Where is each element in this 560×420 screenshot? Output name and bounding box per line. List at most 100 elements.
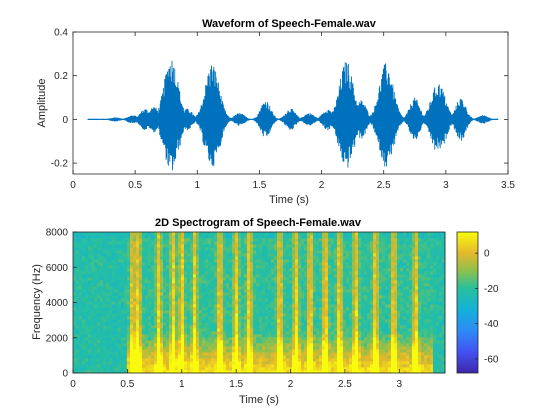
- spectrogram-cell: [379, 238, 383, 242]
- spectrogram-cell: [373, 340, 377, 344]
- spectrogram-cell: [169, 331, 173, 335]
- spectrogram-cell: [157, 355, 161, 359]
- spectrogram-cell: [262, 319, 266, 323]
- spectrogram-cell: [367, 286, 371, 290]
- spectrogram-cell: [112, 271, 116, 275]
- spectrogram-cell: [211, 352, 215, 356]
- spectrogram-cell: [385, 274, 389, 278]
- spectrogram-cell: [322, 277, 326, 281]
- spectrogram-cell: [94, 307, 98, 311]
- spectrogram-cell: [220, 340, 224, 344]
- spectrogram-cell: [223, 277, 227, 281]
- spectrogram-cell: [274, 244, 278, 248]
- spectrogram-cell: [376, 250, 380, 254]
- spectrogram-cell: [223, 283, 227, 287]
- spectrogram-cell: [370, 346, 374, 350]
- spectrogram-cell: [166, 244, 170, 248]
- spectrogram-cell: [346, 346, 350, 350]
- spectrogram-cell: [283, 292, 287, 296]
- spectrogram-cell: [139, 325, 143, 329]
- spectrogram-cell: [346, 364, 350, 368]
- spectrogram-cell: [358, 250, 362, 254]
- spectrogram-cell: [157, 274, 161, 278]
- spectrogram-cell: [115, 361, 119, 365]
- spectrogram-cell: [166, 283, 170, 287]
- spectrogram-cell: [376, 235, 380, 239]
- spectrogram-cell: [340, 313, 344, 317]
- spectrogram-cell: [316, 301, 320, 305]
- spectrogram-cell: [91, 256, 95, 260]
- spectrogram-cell: [145, 328, 149, 332]
- spectrogram-cell: [238, 322, 242, 326]
- spectrogram-cell: [295, 247, 299, 251]
- spectrogram-cell: [364, 349, 368, 353]
- spectrogram-cell: [289, 358, 293, 362]
- spectrogram-cell: [334, 331, 338, 335]
- spectrogram-cell: [367, 343, 371, 347]
- spectrogram-cell: [325, 316, 329, 320]
- spectrogram-cell: [139, 328, 143, 332]
- spectrogram-cell: [106, 271, 110, 275]
- spectrogram-cell: [304, 241, 308, 245]
- spectrogram-cell: [376, 289, 380, 293]
- spectrogram-cell: [115, 322, 119, 326]
- spectrogram-cell: [334, 250, 338, 254]
- spectrogram-cell: [364, 265, 368, 269]
- spectrogram-cell: [355, 313, 359, 317]
- spectrogram-cell: [322, 298, 326, 302]
- spectrogram-cell: [331, 247, 335, 251]
- spectrogram-cell: [364, 238, 368, 242]
- spectrogram-cell: [355, 286, 359, 290]
- spectrogram-cell: [223, 268, 227, 272]
- spectrogram-cell: [370, 370, 374, 374]
- spectrogram-cell: [319, 256, 323, 260]
- spectrogram-cell: [373, 334, 377, 338]
- spectrogram-cell: [349, 256, 353, 260]
- spectrogram-cell: [382, 355, 386, 359]
- spectrogram-cell: [220, 334, 224, 338]
- spectrogram-cell: [199, 319, 203, 323]
- spectrogram-cell: [352, 283, 356, 287]
- spectrogram-cell: [184, 262, 188, 266]
- spectrogram-cell: [346, 244, 350, 248]
- spectrogram-cell: [205, 361, 209, 365]
- spectrogram-cell: [88, 256, 92, 260]
- spectrogram-cell: [220, 346, 224, 350]
- spectrogram-cell: [220, 241, 224, 245]
- spectrogram-cell: [154, 259, 158, 263]
- spectrogram-cell: [253, 253, 257, 257]
- spectrogram-cell: [253, 232, 257, 236]
- spectrogram-cell: [169, 259, 173, 263]
- spectrogram-cell: [238, 238, 242, 242]
- spectrogram-cell: [268, 271, 272, 275]
- spectrogram-cell: [358, 322, 362, 326]
- spectrogram-cell: [301, 232, 305, 236]
- spectrogram-cell: [379, 319, 383, 323]
- spectrogram-cell: [250, 277, 254, 281]
- spectrogram-cell: [163, 319, 167, 323]
- spectrogram-cell: [79, 271, 83, 275]
- spectrogram-cell: [253, 349, 257, 353]
- spectrogram-cell: [334, 313, 338, 317]
- spectrogram-cell: [193, 274, 197, 278]
- spectrogram-cell: [106, 253, 110, 257]
- spectrogram-cell: [247, 355, 251, 359]
- spectrogram-cell: [97, 259, 101, 263]
- spectrogram-cell: [262, 292, 266, 296]
- spectrogram-cell: [355, 250, 359, 254]
- spectrogram-cell: [385, 295, 389, 299]
- spectrogram-cell: [385, 328, 389, 332]
- spectrogram-cell: [217, 232, 221, 236]
- spectrogram-cell: [235, 325, 239, 329]
- spectrogram-cell: [190, 316, 194, 320]
- spectrogram-cell: [79, 295, 83, 299]
- spectrogram-cell: [295, 283, 299, 287]
- spectrogram-cell: [331, 283, 335, 287]
- spectrogram-cell: [376, 352, 380, 356]
- spectrogram-cell: [346, 310, 350, 314]
- spectrogram-cell: [145, 259, 149, 263]
- spectrogram-cell: [193, 277, 197, 281]
- spectrogram-cell: [223, 307, 227, 311]
- spectrogram-cell: [190, 244, 194, 248]
- spectrogram-cell: [178, 304, 182, 308]
